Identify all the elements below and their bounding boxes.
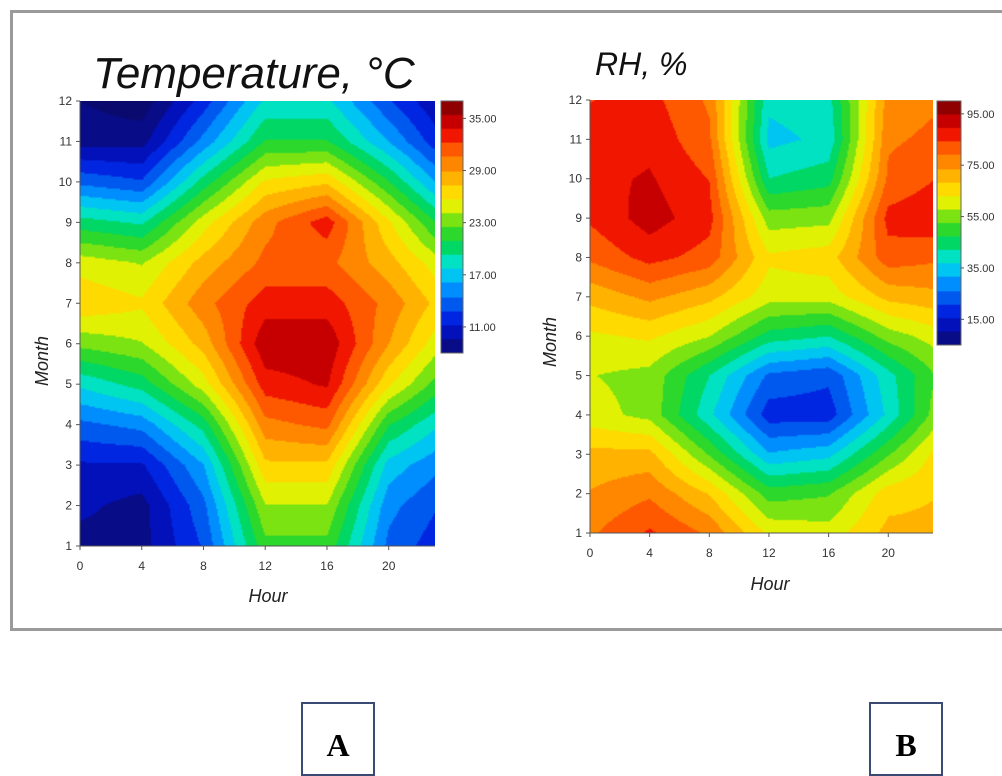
y-tick-label: 3 bbox=[65, 458, 72, 472]
chart-title: Temperature, °C bbox=[93, 49, 416, 98]
colorbar bbox=[937, 101, 961, 345]
x-tick-label: 20 bbox=[882, 546, 896, 560]
x-tick-label: 4 bbox=[138, 559, 145, 573]
y-axis-label: Month bbox=[540, 317, 560, 367]
y-tick-label: 7 bbox=[65, 296, 72, 310]
y-tick-label: 12 bbox=[569, 93, 583, 107]
colorbar-tick-label: 35.00 bbox=[469, 113, 497, 125]
colorbar-tick-label: 23.00 bbox=[469, 218, 497, 230]
y-tick-label: 6 bbox=[575, 329, 582, 343]
x-tick-label: 4 bbox=[646, 546, 653, 560]
x-tick-label: 8 bbox=[706, 546, 713, 560]
panel-label-b: B bbox=[869, 702, 943, 776]
chart-1: RH, %0 4 8 12 16 20123456789101112HourMonth95… bbox=[540, 46, 995, 594]
colorbar-tick-label: 75.00 bbox=[967, 160, 995, 172]
panel-label-a: A bbox=[301, 702, 375, 776]
y-tick-label: 10 bbox=[59, 175, 73, 189]
x-tick-label: 0 bbox=[587, 546, 594, 560]
colorbar-border bbox=[936, 100, 962, 346]
chart-title-text: RH, % bbox=[595, 46, 687, 82]
y-tick-label: 2 bbox=[575, 487, 582, 501]
x-axis-label: Hour bbox=[248, 586, 288, 606]
y-tick-label: 5 bbox=[65, 377, 72, 391]
colorbar-tick-label: 11.00 bbox=[469, 322, 496, 334]
x-tick-label: 0 bbox=[77, 559, 84, 573]
y-tick-label: 6 bbox=[65, 337, 72, 351]
y-tick-label: 5 bbox=[575, 369, 582, 383]
x-tick-label: 16 bbox=[822, 546, 836, 560]
x-tick-label: 8 bbox=[200, 559, 207, 573]
y-tick-label: 8 bbox=[65, 256, 72, 270]
x-axis-label: Hour bbox=[750, 574, 790, 594]
y-tick-label: 10 bbox=[569, 172, 583, 186]
x-tick-label: 20 bbox=[382, 559, 396, 573]
y-tick-label: 7 bbox=[575, 290, 582, 304]
colorbar bbox=[441, 101, 463, 353]
chart-0: Temperature, °C0 4 8 12 16 20123456789101112H… bbox=[32, 49, 497, 606]
chart-title-unit: °C bbox=[365, 49, 416, 98]
colorbar-tick-label: 35.00 bbox=[967, 263, 995, 275]
y-tick-label: 1 bbox=[575, 526, 582, 540]
y-tick-label: 2 bbox=[65, 499, 72, 513]
y-tick-label: 12 bbox=[59, 94, 73, 108]
colorbar-tick-label: 55.00 bbox=[967, 212, 995, 224]
y-tick-label: 1 bbox=[65, 539, 72, 553]
y-tick-label: 3 bbox=[575, 447, 582, 461]
colorbar-tick-label: 15.00 bbox=[967, 314, 995, 326]
heatmap-field bbox=[590, 100, 933, 533]
y-tick-label: 11 bbox=[570, 132, 583, 146]
x-tick-label: 16 bbox=[320, 559, 334, 573]
colorbar-tick-label: 95.00 bbox=[967, 109, 995, 121]
colorbar-border bbox=[440, 100, 464, 354]
y-tick-label: 8 bbox=[575, 250, 582, 264]
heatmap-field bbox=[80, 101, 435, 546]
colorbar-tick-label: 29.00 bbox=[469, 166, 497, 178]
y-tick-label: 11 bbox=[60, 134, 73, 148]
chart-title: RH, % bbox=[595, 46, 687, 82]
y-tick-label: 9 bbox=[575, 211, 582, 225]
chart-title-text: Temperature, bbox=[93, 49, 365, 98]
y-axis-label: Month bbox=[32, 336, 52, 386]
x-tick-label: 12 bbox=[762, 546, 776, 560]
y-tick-label: 4 bbox=[575, 408, 582, 422]
y-tick-label: 9 bbox=[65, 215, 72, 229]
colorbar-tick-label: 17.00 bbox=[469, 270, 497, 282]
x-tick-label: 12 bbox=[259, 559, 273, 573]
y-tick-label: 4 bbox=[65, 418, 72, 432]
